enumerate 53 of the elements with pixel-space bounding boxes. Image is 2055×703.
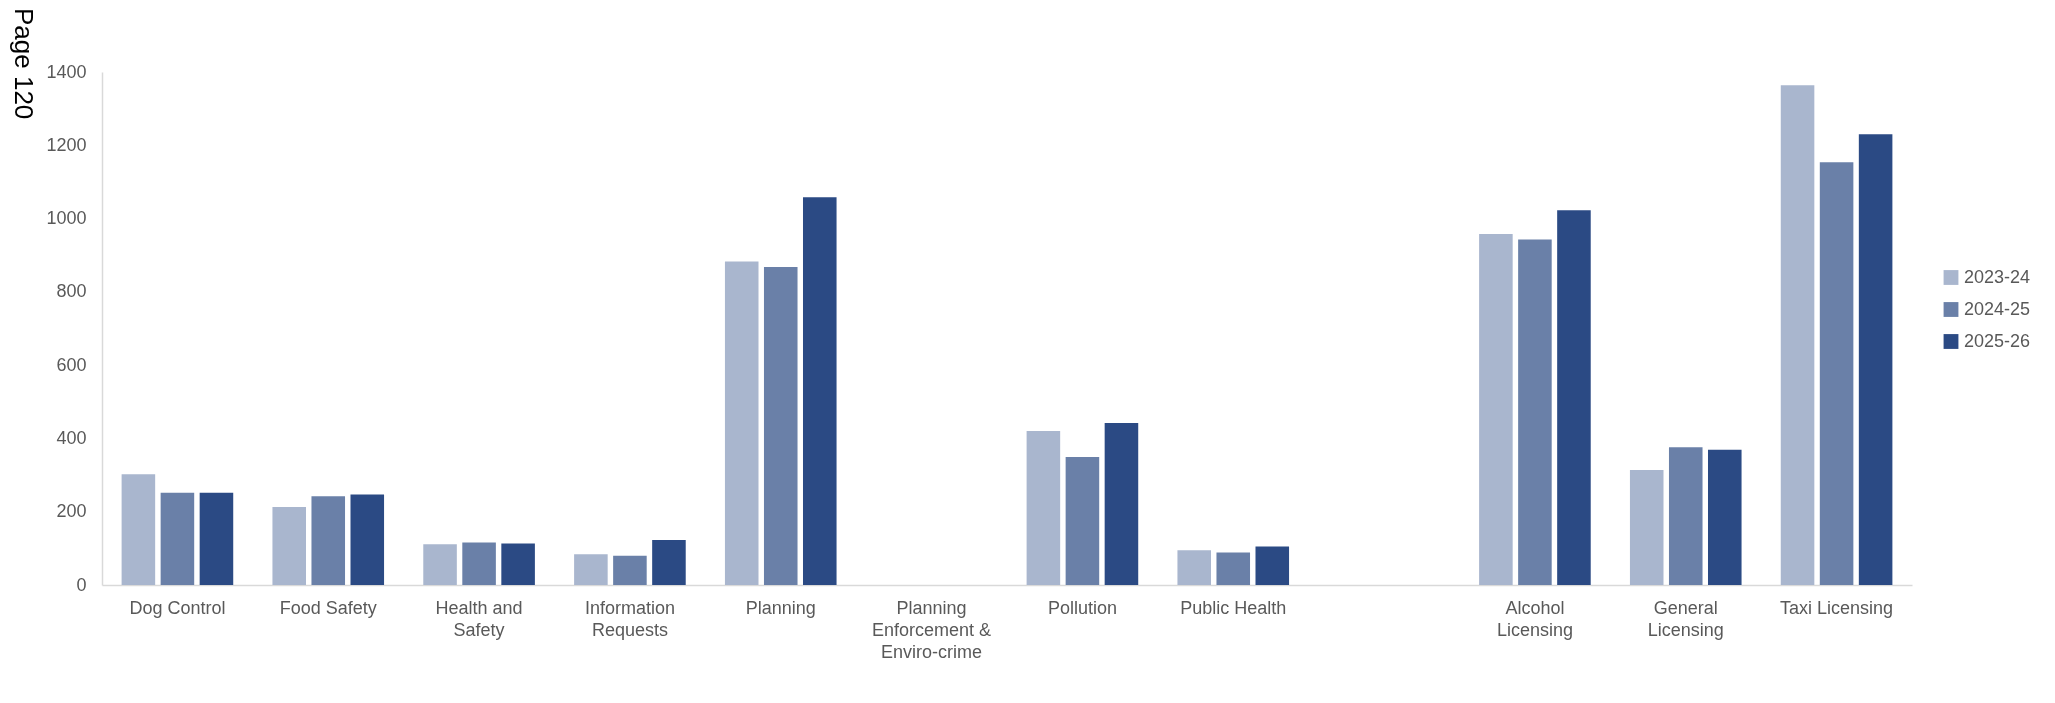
bar <box>272 506 306 585</box>
bar <box>1216 552 1251 585</box>
bar <box>501 543 535 585</box>
bar <box>1177 550 1211 585</box>
legend-label: 2023-24 <box>1964 266 2031 287</box>
bar <box>462 542 496 585</box>
bar <box>1780 85 1815 585</box>
bar <box>1518 239 1552 585</box>
bar <box>199 492 234 585</box>
bar <box>1255 546 1290 585</box>
bar <box>1557 210 1591 585</box>
x-tick-label: Public Health <box>1180 597 1287 618</box>
bar <box>311 496 346 585</box>
bar <box>763 266 798 585</box>
bar <box>160 492 195 585</box>
x-tick-label: Pollution <box>1047 597 1117 618</box>
x-tick-label: Planning <box>745 597 816 618</box>
bar <box>1668 447 1703 585</box>
bar <box>1819 162 1854 585</box>
y-tick-label: 600 <box>56 354 87 375</box>
bar <box>724 261 759 585</box>
y-tick-label: 1400 <box>46 61 87 82</box>
bar <box>1104 423 1139 585</box>
bar <box>1708 449 1742 585</box>
bar <box>803 197 837 585</box>
x-tick-label: Food Safety <box>279 597 377 618</box>
bar <box>1629 469 1664 585</box>
y-tick-label: 0 <box>76 574 87 595</box>
x-tick-label: Dog Control <box>129 597 226 618</box>
y-tick-label: 1200 <box>46 134 87 155</box>
bar <box>1026 431 1061 585</box>
text: Page 120 <box>8 8 39 120</box>
bar <box>121 474 156 585</box>
x-tick-label: Planning Enforcement & Enviro-crime <box>872 597 992 662</box>
bar <box>423 544 457 585</box>
y-tick-label: 800 <box>56 281 87 302</box>
bar <box>350 494 385 585</box>
x-tick-label: Information Requests <box>584 597 675 640</box>
legend-label: 2024-25 <box>1964 298 2031 319</box>
y-tick-label: 1000 <box>46 208 87 229</box>
bar <box>1479 233 1513 585</box>
bar <box>1858 134 1893 585</box>
x-tick-label: Health and Safety <box>435 597 523 640</box>
x-tick-label: General Licensing <box>1647 597 1724 640</box>
x-tick-label: Taxi Licensing <box>1780 597 1894 618</box>
x-tick-label: Alcohol Licensing <box>1496 597 1573 640</box>
bar <box>574 554 608 585</box>
y-tick-label: 400 <box>56 427 87 448</box>
bar <box>652 539 686 585</box>
y-tick-label: 200 <box>56 501 87 522</box>
bar <box>613 555 647 585</box>
legend-label: 2025-26 <box>1964 330 2031 351</box>
bar <box>1065 457 1100 585</box>
